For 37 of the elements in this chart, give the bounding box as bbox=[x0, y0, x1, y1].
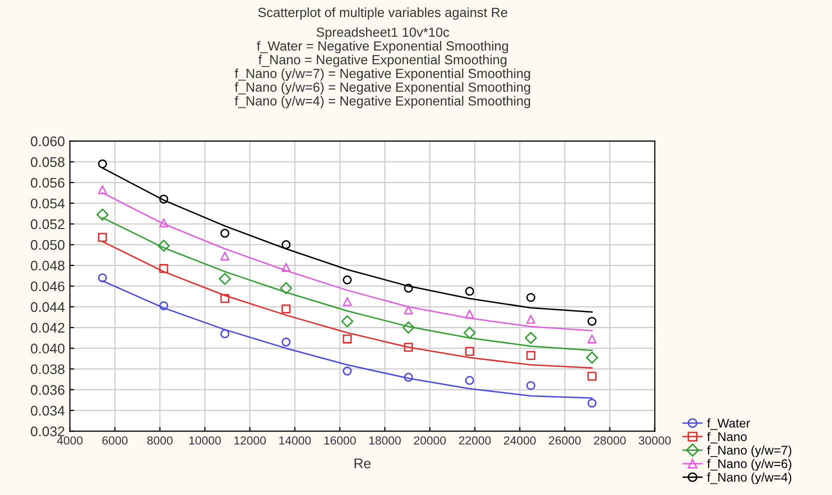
y-tick-label: 0.056 bbox=[30, 178, 64, 188]
y-tick-label: 0.050 bbox=[30, 240, 64, 250]
x-tick-label: 30000 bbox=[638, 436, 671, 445]
y-tick-label: 0.034 bbox=[30, 406, 65, 416]
legend-label: f_Nano (y/w=7) bbox=[707, 445, 792, 458]
x-axis-title: Re bbox=[354, 458, 371, 468]
x-tick-label: 28000 bbox=[594, 436, 626, 445]
legend-label: f_Water bbox=[707, 418, 750, 430]
y-tick-label: 0.036 bbox=[30, 385, 64, 395]
y-tick-label: 0.038 bbox=[30, 364, 64, 374]
chart-subtitle: Spreadsheet1 10v*10c f_Water = Negative Exponential Smoothing f_Nano = Negative Exponential Smoothing f_Nano (y/w=7) = Negative Exponential Smoothing f_Nano (y/w=6) = Negative Exponential Smoothing f_Nano (y/w=4) = Negative Exponential Smoothing bbox=[234, 27, 530, 108]
y-tick-label: 0.052 bbox=[30, 219, 64, 230]
legend-label: f_Nano (y/w=4) bbox=[707, 472, 792, 484]
x-tick-label: 26000 bbox=[548, 436, 581, 445]
y-tick-label: 0.060 bbox=[30, 136, 64, 146]
legend-label: f_Nano (y/w=6) bbox=[707, 458, 792, 471]
x-tick-label: 20000 bbox=[414, 436, 446, 445]
x-tick-label: 16000 bbox=[324, 436, 356, 445]
x-tick-label: 12000 bbox=[234, 436, 266, 445]
x-tick-label: 8000 bbox=[147, 436, 173, 445]
y-tick-label: 0.048 bbox=[30, 260, 64, 271]
x-tick-label: 18000 bbox=[369, 436, 401, 445]
chart-title: Scatterplot of multiple variables against Re bbox=[258, 7, 508, 20]
y-tick-label: 0.054 bbox=[30, 198, 65, 208]
x-tick-label: 24000 bbox=[504, 436, 536, 445]
y-tick-label: 0.046 bbox=[30, 281, 64, 292]
y-tick-label: 0.044 bbox=[30, 302, 65, 312]
x-tick-label: 14000 bbox=[279, 436, 311, 445]
x-tick-label: 6000 bbox=[102, 436, 128, 445]
y-tick-label: 0.058 bbox=[30, 157, 64, 167]
x-tick-label: 4000 bbox=[57, 436, 83, 445]
legend-label: f_Nano bbox=[707, 432, 747, 444]
x-tick-label: 22000 bbox=[458, 436, 491, 445]
y-tick-label: 0.042 bbox=[30, 322, 64, 333]
x-tick-label: 10000 bbox=[189, 436, 221, 445]
y-tick-label: 0.040 bbox=[30, 344, 64, 354]
y-tick-label: 0.032 bbox=[30, 426, 64, 436]
